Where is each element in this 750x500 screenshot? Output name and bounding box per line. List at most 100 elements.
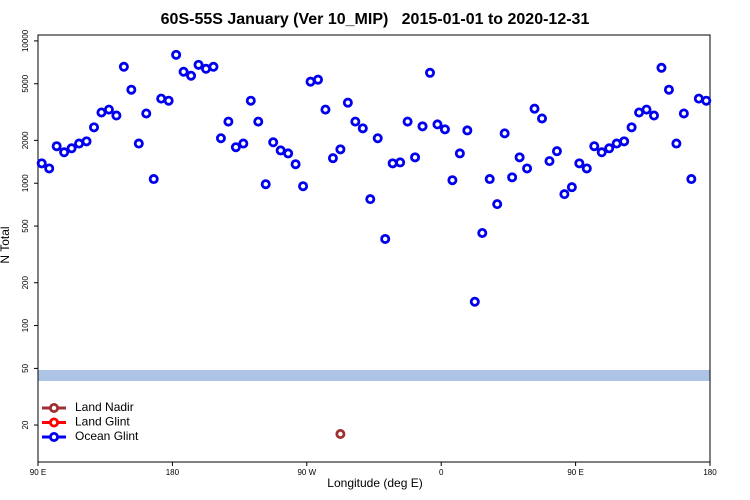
data-point — [424, 67, 435, 78]
data-point — [327, 153, 338, 164]
data-point — [529, 103, 540, 114]
data-point — [335, 144, 346, 155]
data-point — [44, 163, 55, 174]
x-tick-label: 180 — [166, 468, 180, 477]
data-point — [477, 227, 488, 238]
data-point — [365, 194, 376, 205]
data-point — [380, 233, 391, 244]
data-point — [447, 175, 458, 186]
x-tick-label: 90 E — [567, 468, 583, 477]
data-point — [230, 142, 241, 153]
data-point — [395, 157, 406, 168]
data-point — [51, 141, 62, 152]
data-point — [103, 104, 114, 115]
legend-label: Land Glint — [75, 415, 130, 429]
y-tick-label: 20 — [21, 420, 30, 429]
data-point — [507, 172, 518, 183]
data-point — [283, 148, 294, 159]
data-point — [171, 49, 182, 60]
data-point — [604, 143, 615, 154]
legend-marker — [49, 431, 60, 442]
data-point — [193, 59, 204, 70]
data-point — [342, 97, 353, 108]
data-point — [178, 66, 189, 77]
data-point — [148, 174, 159, 185]
data-point — [619, 136, 630, 147]
legend-marker — [49, 402, 60, 413]
data-point — [111, 110, 122, 121]
data-point — [118, 61, 129, 72]
data-point — [260, 179, 271, 190]
data-point — [208, 61, 219, 72]
data-point — [238, 138, 249, 149]
data-point — [350, 116, 361, 127]
data-point — [290, 159, 301, 170]
data-point — [686, 174, 697, 185]
y-tick-label: 2000 — [21, 131, 30, 149]
data-point — [268, 137, 279, 148]
data-point — [574, 158, 585, 169]
data-point — [701, 95, 712, 106]
data-point — [589, 141, 600, 152]
x-axis-label: Longitude (deg E) — [327, 476, 422, 490]
data-point — [678, 108, 689, 119]
legend-label: Land Nadir — [75, 400, 134, 414]
data-point — [417, 121, 428, 132]
data-point — [596, 147, 607, 158]
data-point — [372, 133, 383, 144]
data-point — [402, 116, 413, 127]
gap-band — [38, 370, 710, 381]
data-point — [66, 143, 77, 154]
data-point — [626, 122, 637, 133]
data-point — [357, 123, 368, 134]
x-tick-label: 180 — [703, 468, 717, 477]
data-point — [253, 116, 264, 127]
y-tick-label: 10000 — [21, 29, 30, 52]
y-tick-label: 500 — [21, 219, 30, 233]
data-point — [492, 199, 503, 210]
data-point — [81, 136, 92, 147]
data-point — [133, 138, 144, 149]
y-tick-label: 100 — [21, 318, 30, 332]
data-point — [335, 429, 346, 440]
data-point — [551, 146, 562, 157]
data-point — [410, 152, 421, 163]
x-tick-label: 90 E — [30, 468, 46, 477]
data-point — [462, 125, 473, 136]
data-point — [439, 124, 450, 135]
data-point — [89, 122, 100, 133]
data-point — [186, 70, 197, 81]
y-tick-label: 200 — [21, 275, 30, 289]
y-axis-label: N Total — [0, 226, 12, 263]
data-point — [566, 182, 577, 193]
data-point — [499, 128, 510, 139]
data-point — [649, 110, 660, 121]
x-tick-label: 90 W — [297, 468, 316, 477]
y-tick-label: 5000 — [21, 74, 30, 92]
data-point — [432, 119, 443, 130]
data-point — [126, 84, 137, 95]
data-point — [522, 163, 533, 174]
data-point — [544, 156, 555, 167]
data-point — [671, 138, 682, 149]
data-point — [514, 152, 525, 163]
data-point — [163, 95, 174, 106]
data-point — [245, 95, 256, 106]
data-point — [537, 113, 548, 124]
data-point — [581, 163, 592, 174]
data-point — [36, 158, 47, 169]
x-tick-label: 0 — [439, 468, 444, 477]
data-point — [454, 148, 465, 159]
plot-frame — [37, 34, 711, 463]
chart-title: 60S-55S January (Ver 10_MIP) 2015-01-01 … — [161, 11, 590, 28]
data-point — [469, 296, 480, 307]
legend-label: Ocean Glint — [75, 429, 139, 443]
data-point — [656, 62, 667, 73]
data-point — [298, 181, 309, 192]
data-point — [663, 84, 674, 95]
data-point — [320, 104, 331, 115]
data-point — [59, 147, 70, 158]
y-tick-label: 50 — [21, 363, 30, 372]
